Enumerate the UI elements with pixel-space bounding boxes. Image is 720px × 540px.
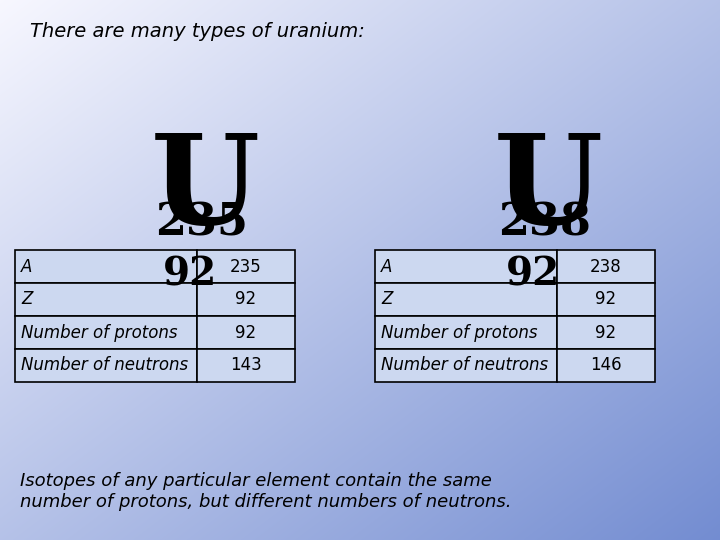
Text: Number of neutrons: Number of neutrons [381, 356, 548, 375]
Text: Isotopes of any particular element contain the same
number of protons, but diffe: Isotopes of any particular element conta… [20, 472, 511, 511]
Text: U: U [150, 129, 259, 250]
Bar [557, 349, 655, 382]
Text: Number of neutrons: Number of neutrons [21, 356, 188, 375]
Text: Number of protons: Number of protons [381, 323, 538, 341]
Text: 92: 92 [595, 323, 616, 341]
Text: There are many types of uranium:: There are many types of uranium: [30, 22, 365, 41]
Text: Z: Z [21, 291, 32, 308]
Bar [15, 250, 197, 283]
Text: 92: 92 [235, 291, 256, 308]
Bar [197, 283, 295, 316]
Text: 92: 92 [506, 255, 560, 293]
Bar [197, 349, 295, 382]
Text: 92: 92 [163, 255, 217, 293]
Text: U: U [493, 129, 603, 250]
Bar [375, 316, 557, 349]
Bar [197, 316, 295, 349]
Bar [15, 316, 197, 349]
Text: 92: 92 [235, 323, 256, 341]
Text: Number of protons: Number of protons [21, 323, 178, 341]
Text: 238: 238 [498, 202, 591, 245]
Text: 92: 92 [595, 291, 616, 308]
Text: A: A [381, 258, 392, 275]
Text: 235: 235 [155, 202, 248, 245]
Bar [15, 283, 197, 316]
Text: 143: 143 [230, 356, 262, 375]
Bar [557, 250, 655, 283]
Text: 235: 235 [230, 258, 262, 275]
Bar [375, 250, 557, 283]
Text: 238: 238 [590, 258, 622, 275]
Text: A: A [21, 258, 32, 275]
Bar [375, 283, 557, 316]
Bar [15, 349, 197, 382]
Text: Z: Z [381, 291, 392, 308]
Bar [557, 283, 655, 316]
Bar [557, 316, 655, 349]
Bar [197, 250, 295, 283]
Bar [375, 349, 557, 382]
Text: 146: 146 [590, 356, 622, 375]
